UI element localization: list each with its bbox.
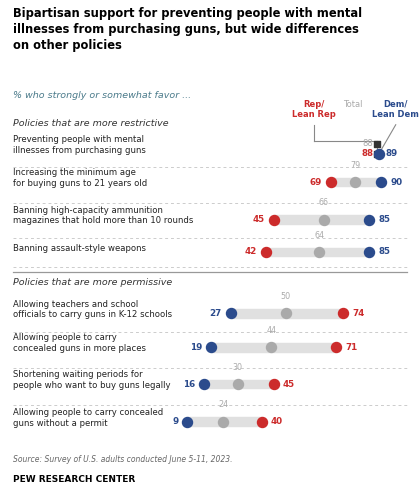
- Text: 44: 44: [266, 326, 276, 335]
- Point: [373, 140, 380, 148]
- Bar: [231, 309, 343, 318]
- Point: [352, 178, 358, 186]
- Text: 19: 19: [190, 343, 202, 352]
- Point: [373, 150, 380, 158]
- Text: 40: 40: [271, 417, 283, 426]
- Text: Allowing people to carry
concealed guns in more places: Allowing people to carry concealed guns …: [13, 333, 146, 353]
- Text: 30: 30: [233, 363, 243, 372]
- Text: Allowing teachers and school
officials to carry guns in K-12 schools: Allowing teachers and school officials t…: [13, 299, 172, 319]
- Point: [268, 343, 275, 351]
- Text: Preventing people with mental
illnesses from purchasing guns: Preventing people with mental illnesses …: [13, 135, 145, 155]
- Point: [184, 418, 191, 426]
- Text: Allowing people to carry concealed
guns without a permit: Allowing people to carry concealed guns …: [13, 408, 163, 428]
- Text: Banning high-capacity ammunition
magazines that hold more than 10 rounds: Banning high-capacity ammunition magazin…: [13, 206, 193, 226]
- Text: 42: 42: [245, 248, 257, 256]
- Text: 64: 64: [314, 231, 324, 240]
- Text: Shortening waiting periods for
people who want to buy guns legally: Shortening waiting periods for people wh…: [13, 370, 170, 390]
- Bar: [331, 178, 381, 186]
- Point: [263, 248, 270, 256]
- Point: [270, 380, 277, 388]
- Point: [258, 418, 265, 426]
- Point: [227, 309, 234, 317]
- Text: 85: 85: [379, 248, 391, 256]
- Text: 71: 71: [345, 343, 357, 352]
- Text: Policies that are more restrictive: Policies that are more restrictive: [13, 119, 168, 128]
- Point: [320, 216, 327, 224]
- Text: Bipartisan support for preventing people with mental
illnesses from purchasing g: Bipartisan support for preventing people…: [13, 7, 362, 52]
- Text: 89: 89: [385, 149, 397, 158]
- Text: Increasing the minimum age
for buying guns to 21 years old: Increasing the minimum age for buying gu…: [13, 168, 147, 188]
- Text: 79: 79: [350, 161, 360, 170]
- Point: [340, 309, 346, 317]
- Text: 69: 69: [310, 178, 322, 187]
- Bar: [274, 216, 370, 224]
- Bar: [204, 380, 274, 388]
- Point: [282, 309, 289, 317]
- Text: Policies that are more permissive: Policies that are more permissive: [13, 278, 172, 287]
- Text: 74: 74: [352, 309, 365, 318]
- Text: 45: 45: [283, 380, 295, 389]
- Point: [375, 150, 382, 158]
- Point: [234, 380, 241, 388]
- Text: 90: 90: [391, 178, 403, 187]
- Text: 24: 24: [218, 400, 228, 409]
- Text: 45: 45: [252, 215, 265, 224]
- Text: 50: 50: [281, 292, 291, 301]
- Point: [366, 216, 373, 224]
- Point: [378, 178, 385, 186]
- Point: [333, 343, 339, 351]
- Text: 85: 85: [379, 215, 391, 224]
- Text: 9: 9: [172, 417, 178, 426]
- Point: [270, 216, 277, 224]
- Point: [208, 343, 215, 351]
- Text: 66: 66: [319, 198, 329, 207]
- Text: Rep/
Lean Rep: Rep/ Lean Rep: [292, 100, 336, 119]
- Point: [316, 248, 323, 256]
- Point: [366, 248, 373, 256]
- Bar: [211, 343, 336, 351]
- Text: % who strongly or somewhat favor ...: % who strongly or somewhat favor ...: [13, 91, 191, 100]
- Text: 16: 16: [183, 380, 195, 389]
- Text: 88: 88: [362, 139, 373, 148]
- Text: 88: 88: [361, 149, 373, 158]
- Text: 27: 27: [209, 309, 221, 318]
- Bar: [187, 417, 262, 426]
- Text: PEW RESEARCH CENTER: PEW RESEARCH CENTER: [13, 475, 135, 484]
- Text: Total: Total: [343, 100, 362, 109]
- Text: Banning assault-style weapons: Banning assault-style weapons: [13, 244, 146, 252]
- Bar: [266, 248, 370, 256]
- Point: [220, 418, 227, 426]
- Point: [201, 380, 207, 388]
- Text: Dem/
Lean Dem: Dem/ Lean Dem: [372, 100, 419, 119]
- Point: [328, 178, 334, 186]
- Text: Source: Survey of U.S. adults conducted June 5-11, 2023.: Source: Survey of U.S. adults conducted …: [13, 455, 232, 464]
